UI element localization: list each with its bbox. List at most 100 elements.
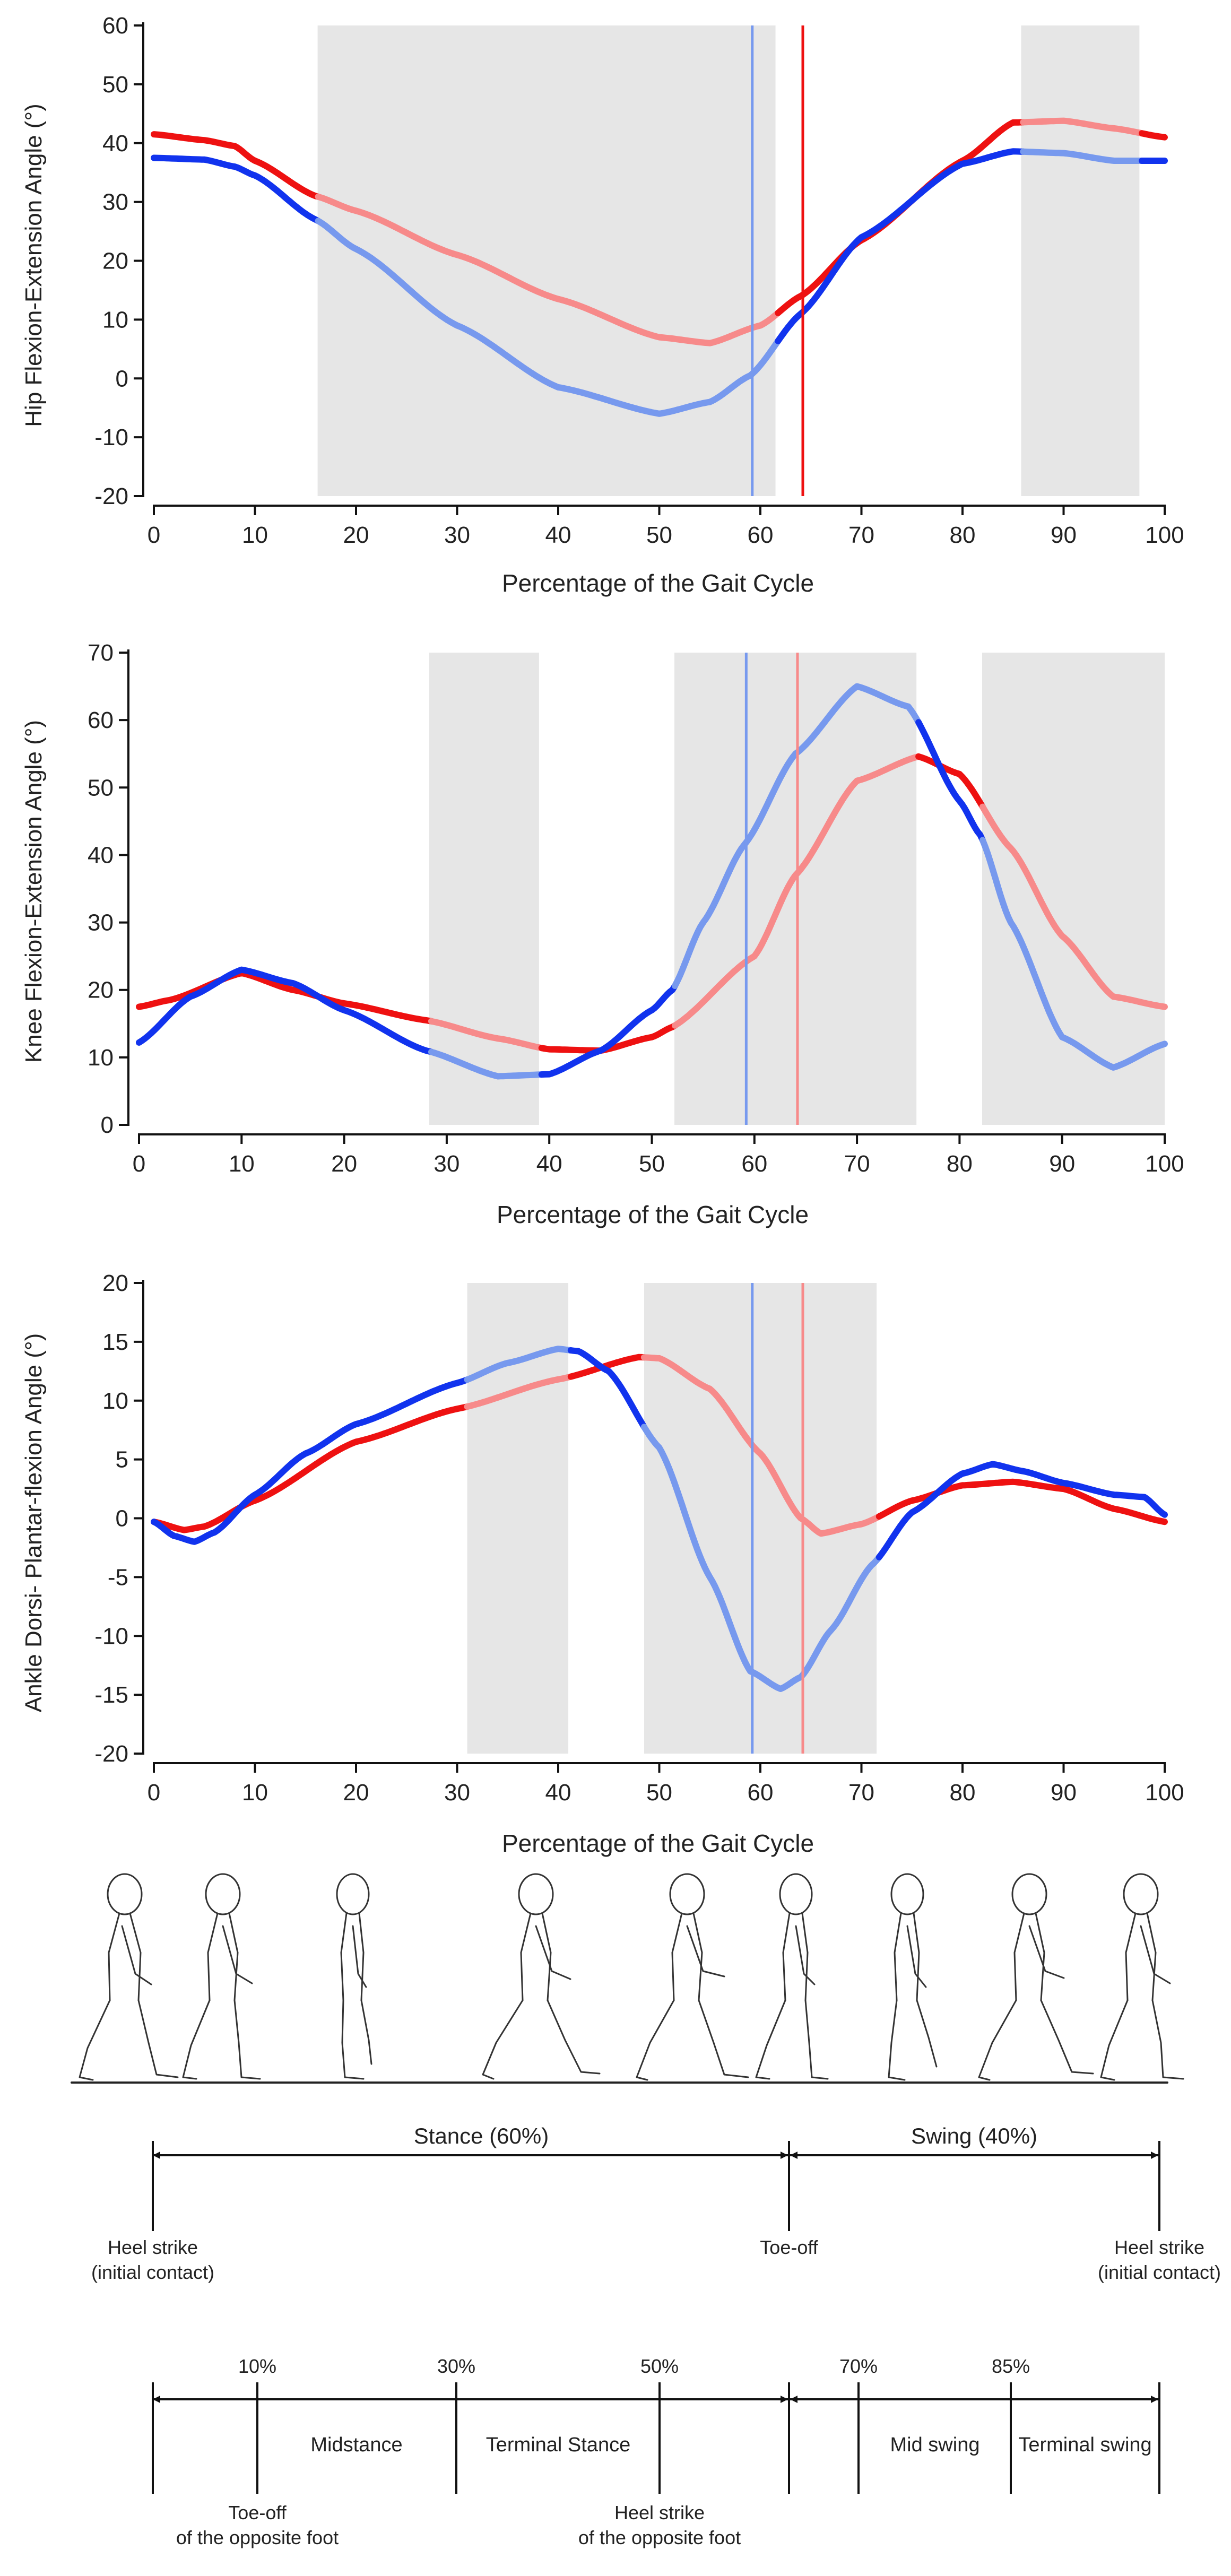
knee-y-tick-label: 30: [88, 910, 114, 936]
stance-swing-timeline: [152, 2141, 1160, 2231]
hip-y-axis-label: Hip Flexion-Extension Angle (°): [21, 103, 47, 427]
ankle-series-red-line: [567, 1354, 647, 1380]
ankle-vlines: [751, 1283, 804, 1754]
walking-figure-icon: [636, 1873, 749, 2081]
ankle-axes: -20 -15 -10 -5 0 5 10 15 20 0 10 20 30 40 50 60 70 80 90 10…: [94, 1270, 1184, 1806]
ankle-y-tick-label: 15: [102, 1329, 128, 1355]
walking-figure-icon: [978, 1873, 1094, 2081]
ankle-x-tick-label: 40: [545, 1780, 571, 1806]
hip-y-tick-label: 40: [102, 131, 128, 157]
ankle-x-tick-label: 100: [1145, 1780, 1184, 1806]
knee-y-tick-label: 0: [101, 1112, 114, 1138]
hip-series-blue-line: [151, 154, 322, 224]
knee-axes: 0 10 20 30 40 50 60 70 0 10 20 30 40 50 60 70 80 90 100: [88, 640, 1184, 1177]
hip-y-tick-label: 60: [102, 13, 128, 39]
hip-series: [151, 117, 1168, 417]
stance-label: Stance (60%): [414, 2123, 549, 2148]
knee-x-tick-label: 90: [1049, 1151, 1075, 1177]
knee-x-tick-label: 100: [1145, 1151, 1184, 1177]
hip-x-tick-label: 30: [444, 522, 470, 548]
knee-y-tick-label: 70: [88, 640, 114, 666]
pct-70-label: 70%: [839, 2355, 878, 2377]
knee-series-red-line: [979, 803, 1168, 1010]
hip-vlines: [751, 25, 804, 496]
walking-figure-icon: [1100, 1873, 1184, 2081]
hip-x-axis-label: Percentage of the Gait Cycle: [502, 569, 814, 597]
knee-x-tick-label: 70: [844, 1151, 870, 1177]
ankle-series-red-line: [464, 1373, 574, 1410]
hip-y-tick-label: 0: [116, 366, 128, 392]
hip-x-tick-label: 10: [242, 522, 268, 548]
hip-axes: -20 -10 0 10 20 30 40 50 60 0 10 20 30 40 50 60 70 80 90 10…: [94, 13, 1184, 548]
knee-x-tick-label: 0: [133, 1151, 145, 1177]
phase-timeline: [152, 2382, 1160, 2494]
mid-swing-label: Mid swing: [890, 2434, 980, 2456]
knee-series-blue-line: [915, 719, 986, 844]
hip-y-tick-label: 50: [102, 72, 128, 98]
pct-10-label: 10%: [238, 2355, 276, 2377]
hip-y-tick-label: -10: [94, 424, 128, 450]
ankle-x-tick-label: 90: [1051, 1780, 1077, 1806]
hip-x-tick-label: 50: [646, 522, 672, 548]
knee-y-tick-label: 60: [88, 707, 114, 733]
knee-x-tick-label: 30: [434, 1151, 460, 1177]
walking-figure-icon: [755, 1873, 829, 2080]
ankle-chart: -20 -15 -10 -5 0 5 10 15 20 0 10 20 30 40 50 60 70 80 90 10…: [21, 1270, 1184, 1857]
knee-series-red-line: [915, 753, 986, 810]
knee-x-tick-label: 50: [639, 1151, 665, 1177]
knee-series-red-line: [136, 969, 435, 1025]
pct-30-label: 30%: [437, 2355, 475, 2377]
knee-shaded-region: [674, 653, 917, 1125]
ankle-y-tick-label: -15: [94, 1682, 128, 1708]
knee-series-blue-line: [538, 983, 678, 1078]
knee-chart: 0 10 20 30 40 50 60 70 0 10 20 30 40 50 60 70 80 90 100 Pe…: [21, 640, 1184, 1228]
ankle-y-tick-label: -5: [108, 1564, 128, 1590]
ankle-shaded-region: [467, 1283, 569, 1754]
ankle-x-tick-label: 60: [748, 1780, 774, 1806]
knee-series-blue-line: [979, 837, 1168, 1071]
midstance-label: Midstance: [310, 2434, 402, 2456]
knee-vlines: [744, 653, 799, 1125]
ankle-x-tick-label: 20: [343, 1780, 369, 1806]
hip-series-blue-line: [1020, 148, 1146, 164]
hip-series-red-line: [1139, 130, 1168, 141]
ankle-x-tick-label: 70: [848, 1780, 874, 1806]
hip-y-tick-label: 10: [102, 307, 128, 333]
hip-series-blue-line: [315, 218, 782, 417]
hip-shaded-region: [1021, 25, 1140, 496]
hip-x-tick-label: 20: [343, 522, 369, 548]
hip-series-blue-line: [775, 148, 1027, 344]
ankle-y-tick-label: 20: [102, 1270, 128, 1296]
hip-x-tick-label: 40: [545, 522, 571, 548]
knee-x-tick-label: 80: [947, 1151, 973, 1177]
knee-y-tick-label: 40: [88, 842, 114, 868]
ankle-shaded-regions: [467, 1283, 877, 1754]
heel-strike-end-sublabel: (initial contact): [1098, 2261, 1221, 2283]
knee-y-tick-label: 10: [88, 1045, 114, 1071]
hip-series-red-line: [315, 193, 782, 346]
ankle-y-tick-label: 10: [102, 1388, 128, 1414]
walking-figure-icon: [482, 1873, 601, 2080]
toe-off-opposite-sublabel: of the opposite foot: [176, 2527, 339, 2548]
hip-y-tick-label: 20: [102, 248, 128, 274]
hip-x-tick-label: 80: [950, 522, 976, 548]
ankle-series-blue-line: [875, 1461, 1168, 1560]
hip-chart: -20 -10 0 10 20 30 40 50 60 0 10 20 30 40 50 60 70 80 90 10…: [21, 13, 1184, 597]
ankle-y-tick-label: -20: [94, 1741, 128, 1767]
hip-y-tick-label: 30: [102, 189, 128, 215]
ankle-shaded-region: [644, 1283, 877, 1754]
hip-x-tick-label: 100: [1145, 522, 1184, 548]
ankle-series-blue-line: [464, 1346, 574, 1383]
ankle-series-blue-line: [567, 1347, 647, 1430]
knee-series-red-line: [428, 1018, 545, 1052]
ankle-x-tick-label: 80: [950, 1780, 976, 1806]
ankle-y-tick-label: -10: [94, 1623, 128, 1649]
knee-shaded-regions: [429, 653, 1165, 1125]
hip-x-tick-label: 90: [1051, 522, 1077, 548]
ankle-series-blue-line: [640, 1424, 882, 1692]
knee-x-tick-label: 40: [536, 1151, 562, 1177]
hip-x-tick-label: 70: [848, 522, 874, 548]
knee-y-tick-label: 50: [88, 775, 114, 801]
ankle-x-tick-label: 50: [646, 1780, 672, 1806]
knee-x-tick-label: 60: [741, 1151, 767, 1177]
